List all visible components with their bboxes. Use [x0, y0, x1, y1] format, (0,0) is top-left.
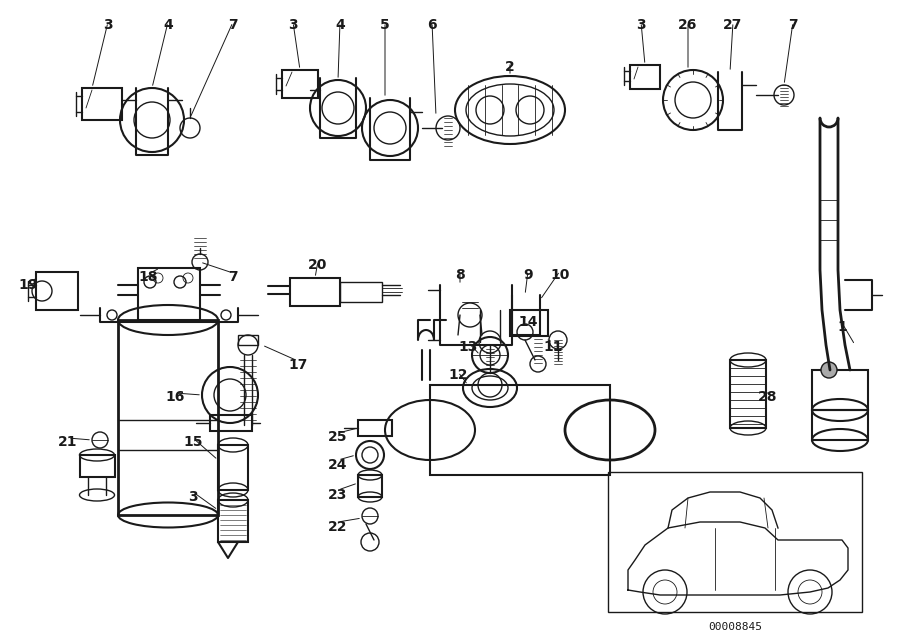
Text: 21: 21	[58, 435, 77, 449]
Text: 13: 13	[458, 340, 478, 354]
Circle shape	[821, 362, 837, 378]
Bar	[282, 70, 318, 98]
Text: 00008845: 00008845	[708, 622, 762, 632]
Text: 26: 26	[679, 18, 698, 32]
Bar	[118, 320, 218, 515]
Text: 25: 25	[328, 430, 347, 444]
Text: 24: 24	[328, 458, 347, 472]
Text: 7: 7	[788, 18, 797, 32]
Bar	[340, 282, 382, 302]
Text: 22: 22	[328, 520, 347, 534]
Text: 20: 20	[309, 258, 328, 272]
Bar	[138, 268, 200, 320]
Text: 28: 28	[758, 390, 778, 404]
Text: 15: 15	[184, 435, 202, 449]
Text: 14: 14	[518, 315, 538, 329]
Text: 4: 4	[163, 18, 173, 32]
Bar	[510, 310, 548, 336]
Bar	[608, 472, 862, 612]
Text: 18: 18	[139, 270, 158, 284]
Bar	[80, 455, 115, 477]
Bar	[358, 475, 382, 497]
Text: 6: 6	[428, 18, 436, 32]
Bar	[290, 278, 340, 306]
Text: 27: 27	[724, 18, 742, 32]
Text: 12: 12	[448, 368, 468, 382]
Text: 3: 3	[188, 490, 198, 504]
Text: 7: 7	[229, 18, 238, 32]
Text: 9: 9	[523, 268, 533, 282]
Text: 3: 3	[104, 18, 112, 32]
Bar	[812, 370, 868, 410]
Bar	[36, 272, 78, 310]
Text: 16: 16	[166, 390, 184, 404]
Bar	[630, 65, 660, 89]
Text: 3: 3	[288, 18, 298, 32]
Bar	[238, 335, 258, 345]
Bar	[218, 445, 248, 490]
Bar	[430, 385, 610, 475]
Bar	[812, 410, 868, 440]
Bar	[358, 420, 392, 436]
Bar	[210, 415, 252, 431]
Text: 19: 19	[18, 278, 38, 292]
Bar	[730, 360, 766, 428]
Bar	[82, 88, 122, 120]
Text: 17: 17	[288, 358, 308, 372]
Text: 3: 3	[636, 18, 646, 32]
Text: 4: 4	[335, 18, 345, 32]
Text: 23: 23	[328, 488, 347, 502]
Text: 11: 11	[544, 340, 562, 354]
Text: 8: 8	[455, 268, 465, 282]
Text: 7: 7	[229, 270, 238, 284]
Text: 1: 1	[837, 320, 847, 334]
Text: 5: 5	[380, 18, 390, 32]
Text: 2: 2	[505, 60, 515, 74]
Text: 10: 10	[550, 268, 570, 282]
Bar	[218, 500, 248, 542]
